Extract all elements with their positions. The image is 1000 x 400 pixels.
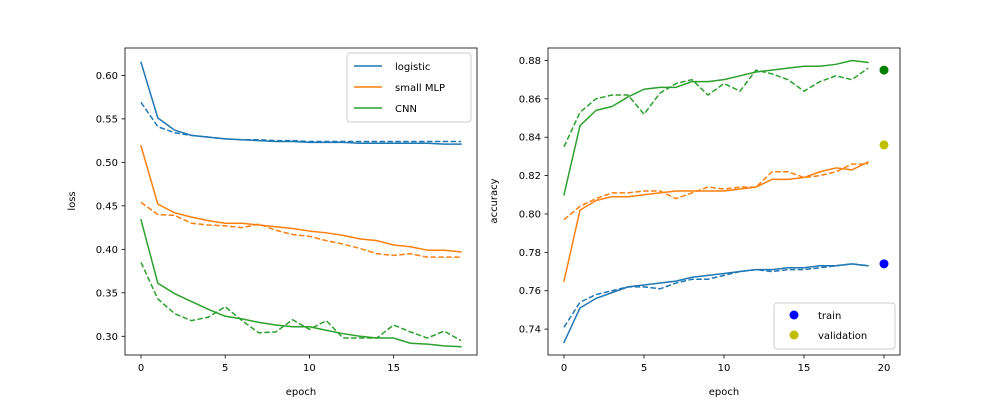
accuracy-y-tick-label: 0.84 <box>519 133 541 144</box>
accuracy-final-marker-1 <box>879 140 889 150</box>
accuracy-y-tick-label: 0.82 <box>519 171 541 182</box>
loss-series-cnn-solid-line <box>140 218 462 348</box>
accuracy-series--2ca02c-solid-line <box>563 59 869 196</box>
accuracy-y-tick-label: 0.78 <box>519 248 541 259</box>
accuracy-x-ticks: 0 5 10 15 20 <box>561 355 891 374</box>
loss-y-tick-label: 0.30 <box>96 332 118 343</box>
loss-y-tick-label: 0.40 <box>96 245 118 256</box>
legend-label-cnn: CNN <box>395 104 417 115</box>
accuracy-final-marker-2 <box>879 259 889 269</box>
loss-series-small-mlp-solid-line <box>140 144 462 253</box>
loss-x-tick-label: 5 <box>222 363 228 374</box>
loss-series-logistic-dashed-line <box>140 101 461 143</box>
loss-legend: logistic small MLP CNN <box>346 52 472 123</box>
loss-x-axis-label: epoch <box>286 387 316 398</box>
accuracy-final-markers <box>879 65 889 269</box>
accuracy-y-tick-label: 0.80 <box>519 209 541 220</box>
loss-chart: 0 5 10 15 0.30 0.35 0.40 0.45 0.50 0.55 0.60 epoc… <box>67 47 478 398</box>
loss-x-tick-label: 15 <box>387 363 400 374</box>
accuracy-x-tick-label: 10 <box>718 363 731 374</box>
accuracy-y-tick-label: 0.76 <box>519 286 541 297</box>
loss-y-tick-label: 0.55 <box>96 114 118 125</box>
accuracy-x-tick-label: 20 <box>878 363 891 374</box>
loss-y-tick-label: 0.35 <box>96 288 118 299</box>
accuracy-y-tick-label: 0.86 <box>519 94 541 105</box>
accuracy-series--ff7f0e-solid-line <box>563 161 870 283</box>
accuracy-legend: train validation <box>773 302 896 350</box>
loss-x-tick-label: 10 <box>303 363 316 374</box>
loss-x-tick-label: 0 <box>138 363 144 374</box>
accuracy-series--1f77b4-solid-line <box>563 263 869 344</box>
loss-y-ticks: 0.30 0.35 0.40 0.45 0.50 0.55 0.60 <box>96 71 125 343</box>
accuracy-x-axis-label: epoch <box>709 387 739 398</box>
loss-series-lines <box>140 61 462 348</box>
accuracy-legend-box <box>773 302 896 350</box>
accuracy-x-tick-label: 5 <box>641 363 647 374</box>
legend-label-validation: validation <box>818 331 867 342</box>
accuracy-x-tick-label: 15 <box>798 363 811 374</box>
legend-label-train: train <box>818 311 841 322</box>
loss-y-tick-label: 0.60 <box>96 71 118 82</box>
loss-legend-box <box>346 52 472 123</box>
loss-x-ticks: 0 5 10 15 <box>138 355 400 374</box>
accuracy-x-tick-label: 0 <box>561 363 567 374</box>
accuracy-y-axis-label: accuracy <box>489 178 500 223</box>
loss-axes-frame <box>124 47 478 356</box>
accuracy-series-lines <box>563 59 870 344</box>
accuracy-series--ff7f0e-dashed-line <box>563 163 868 221</box>
loss-series-small-mlp-dashed-line <box>140 201 461 258</box>
loss-series-cnn-dashed-line <box>140 262 462 342</box>
accuracy-series--2ca02c-dashed-line <box>563 67 869 148</box>
accuracy-y-ticks: 0.74 0.76 0.78 0.80 0.82 0.84 0.86 0.88 <box>519 56 548 336</box>
accuracy-y-tick-label: 0.74 <box>519 325 541 336</box>
legend-marker-train <box>789 310 799 320</box>
accuracy-y-tick-label: 0.88 <box>519 56 541 67</box>
accuracy-final-marker-0 <box>879 65 889 75</box>
legend-marker-validation <box>789 330 799 340</box>
loss-y-axis-label: loss <box>67 191 78 210</box>
legend-label-logistic: logistic <box>395 62 430 73</box>
loss-y-tick-label: 0.45 <box>96 201 118 212</box>
legend-label-small-mlp: small MLP <box>395 83 445 94</box>
accuracy-series--1f77b4-dashed-line <box>563 263 869 328</box>
accuracy-chart: 0 5 10 15 20 0.74 0.76 0.78 0.80 0.82 0.84 0.86 0.8… <box>489 47 901 398</box>
loss-y-tick-label: 0.50 <box>96 158 118 169</box>
